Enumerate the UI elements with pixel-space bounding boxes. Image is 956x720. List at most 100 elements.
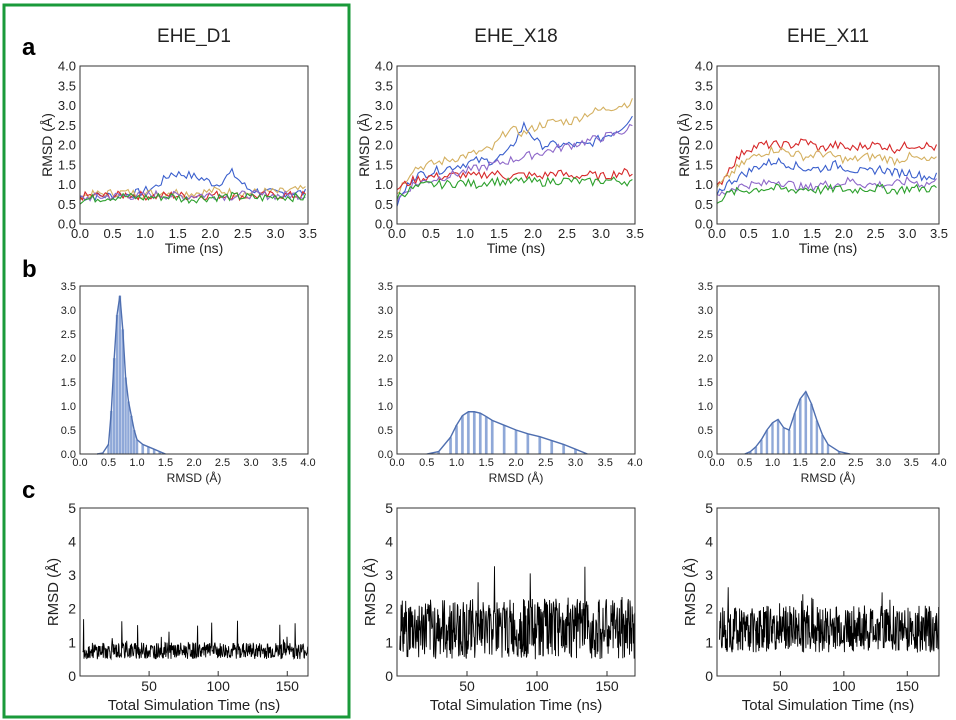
y-tick-label: 0.0 [58, 217, 76, 232]
panel-letter-c: c [22, 477, 35, 504]
y-tick-label: 4 [68, 534, 76, 550]
y-tick-label: 3.0 [375, 98, 393, 113]
x-axis-label: Total Simulation Time (ns) [430, 697, 603, 714]
y-tick-label: 5 [68, 500, 76, 516]
chart-c-X11: 0 1 2 3 4 5 50 100 150 Total Simulation Time (ns)… [682, 500, 940, 714]
series-line [396, 98, 633, 195]
series-line [79, 191, 307, 205]
y-tick-label: 1.0 [378, 401, 393, 413]
y-tick-label: 2.5 [61, 329, 76, 341]
hist-bar [793, 413, 797, 455]
x-axis-label: RMSD (Å) [801, 470, 856, 485]
y-tick-label: 1.5 [378, 377, 393, 389]
x-axis-label: RMSD (Å) [489, 470, 544, 485]
x-tick-label: 50 [141, 678, 157, 694]
series-line [716, 145, 937, 188]
series-line [716, 138, 938, 186]
x-tick-label: 50 [459, 678, 475, 694]
x-tick-label: 2.0 [508, 457, 523, 469]
x-tick-label: 0.5 [737, 457, 752, 469]
hist-bar [484, 416, 488, 455]
y-tick-label: 4 [705, 534, 713, 550]
plot-frame [716, 65, 940, 225]
series-line [716, 175, 937, 197]
hist-bar [514, 429, 518, 455]
plot-frame [396, 65, 636, 225]
chart-a-X18: EHE_X18 0.0 0.5 1.0 1.5 2.0 2.5 3.0 3.5 4.0 0.0 0.5… [356, 26, 644, 256]
chart-a-X11: EHE_X11 0.0 0.5 1.0 1.5 2.0 2.5 3.0 3.5 4.0 0.0 0.5… [676, 26, 948, 256]
hist-bar [466, 411, 471, 455]
x-axis-label: Time (ns) [165, 240, 224, 256]
x-tick-label: 2.0 [186, 457, 201, 469]
hist-bar [770, 422, 775, 455]
hist-bar [561, 444, 566, 455]
x-tick-label: 3.5 [299, 226, 317, 241]
y-tick-label: 1 [385, 634, 393, 650]
y-tick-label: 4.0 [695, 59, 713, 74]
series-line [396, 167, 633, 191]
y-tick-label: 2.5 [378, 329, 393, 341]
series-line [716, 183, 937, 204]
hist-bar [765, 429, 769, 455]
y-tick-label: 3 [705, 567, 713, 583]
series-line [396, 175, 633, 200]
y-tick-label: 1.5 [698, 377, 713, 389]
plot-frame [79, 285, 309, 455]
hist-bar [490, 420, 494, 455]
series-line [716, 157, 938, 196]
hist-bar [118, 295, 122, 455]
x-tick-label: 1.5 [793, 457, 808, 469]
x-tick-label: 3.5 [904, 457, 919, 469]
x-tick-label: 1.0 [449, 457, 464, 469]
x-tick-label: 0.5 [101, 457, 116, 469]
y-tick-label: 0.0 [375, 217, 393, 232]
y-axis-label: RMSD (Å) [39, 113, 55, 177]
hist-bar [526, 433, 530, 455]
hist-bar [550, 440, 554, 455]
y-tick-label: 2.0 [58, 138, 76, 153]
y-tick-label: 3 [68, 567, 76, 583]
x-tick-label: 100 [525, 678, 549, 694]
x-tick-label: 50 [773, 678, 789, 694]
plot-frame [716, 507, 940, 677]
x-tick-label: 2.5 [558, 226, 576, 241]
y-tick-label: 2.5 [58, 118, 76, 133]
hist-bar [804, 391, 808, 455]
x-tick-label: 150 [896, 678, 920, 694]
x-tick-label: 0.0 [389, 457, 404, 469]
x-axis-label: Total Simulation Time (ns) [108, 697, 281, 714]
charts: EHE_D1 0.0 0.5 1.0 1.5 2.0 2.5 3.0 3.5 4.0 0.0 0.5 1… [39, 26, 948, 714]
y-tick-label: 3.5 [698, 281, 713, 293]
y-tick-label: 5 [385, 500, 393, 516]
x-tick-label: 0.0 [71, 226, 89, 241]
hist-bar [787, 429, 791, 455]
y-tick-label: 3.0 [378, 305, 393, 317]
x-tick-label: 2.0 [524, 226, 542, 241]
hist-bar [502, 425, 506, 455]
series-line [79, 167, 307, 202]
y-tick-label: 1.0 [58, 177, 76, 192]
hist-bar [454, 425, 459, 455]
x-tick-label: 0.5 [104, 226, 122, 241]
y-tick-label: 3.5 [378, 281, 393, 293]
hist-bar [815, 420, 819, 455]
y-tick-label: 3.5 [61, 281, 76, 293]
y-tick-label: 0.5 [378, 425, 393, 437]
series-line [79, 184, 306, 201]
x-axis-label: Time (ns) [799, 240, 858, 256]
x-tick-label: 3.5 [272, 457, 287, 469]
x-tick-label: 0.0 [72, 457, 87, 469]
x-tick-label: 4.0 [627, 457, 642, 469]
x-tick-label: 2.5 [215, 457, 230, 469]
x-tick-label: 1.5 [803, 226, 821, 241]
x-tick-label: 3.0 [898, 226, 916, 241]
x-tick-label: 1.0 [136, 226, 154, 241]
x-tick-label: 150 [276, 678, 300, 694]
y-tick-label: 1.0 [375, 177, 393, 192]
y-tick-label: 3.5 [375, 78, 393, 93]
x-axis-label: Total Simulation Time (ns) [742, 697, 915, 714]
y-tick-label: 3.0 [58, 98, 76, 113]
y-tick-label: 3 [385, 567, 393, 583]
x-tick-label: 2.0 [835, 226, 853, 241]
x-tick-label: 1.0 [765, 457, 780, 469]
